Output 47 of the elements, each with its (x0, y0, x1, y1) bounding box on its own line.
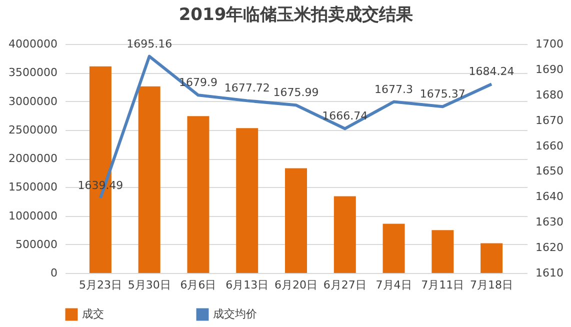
y-tick-label: 1500000 (8, 180, 58, 194)
bar (285, 168, 307, 273)
y2-tick-label: 1680 (536, 88, 564, 102)
y-tick-label: 3500000 (8, 66, 58, 80)
x-tick-label: 5月23日 (78, 278, 122, 292)
data-label: 1684.24 (468, 65, 514, 78)
x-tick-label: 6月27日 (323, 278, 366, 292)
bar (432, 230, 454, 273)
x-tick-label: 7月11日 (421, 278, 464, 292)
y2-tick-label: 1670 (536, 114, 564, 127)
y2-tick-label: 1690 (536, 62, 564, 76)
x-tick-label: 6月20日 (274, 278, 318, 292)
data-label: 1666.74 (322, 110, 368, 123)
data-label: 1675.99 (273, 86, 319, 100)
x-tick-label: 5月30日 (128, 278, 171, 292)
y2-tick-label: 1650 (536, 164, 564, 178)
data-label: 1639.49 (78, 178, 124, 192)
y2-tick-label: 1610 (536, 266, 564, 280)
y2-tick-label: 1660 (536, 139, 564, 152)
bar (382, 224, 405, 273)
y-tick-label: 0 (50, 266, 58, 280)
chart-title: 2019年临储玉米拍卖成交结果 (178, 5, 414, 25)
data-label: 1677.72 (224, 82, 270, 95)
y-tick-label: 500000 (16, 238, 58, 251)
y2-tick-label: 1640 (536, 190, 564, 204)
data-label: 1675.37 (420, 88, 466, 101)
y2-tick-label: 1620 (536, 241, 564, 254)
legend-label: 成交均价 (213, 308, 257, 321)
x-tick-label: 7月4日 (376, 278, 412, 292)
y2-tick-label: 1700 (536, 38, 564, 50)
bar (480, 243, 503, 273)
y-tick-label: 2500000 (8, 123, 58, 136)
x-tick-label: 6月6日 (180, 278, 216, 292)
y2-tick-label: 1630 (536, 216, 564, 229)
y-tick-label: 1000000 (8, 209, 58, 222)
x-tick-label: 7月18日 (470, 278, 514, 292)
x-tick-label: 6月13日 (226, 278, 269, 292)
data-label: 1695.16 (126, 37, 172, 50)
bar (187, 116, 210, 273)
y-tick-label: 3000000 (8, 94, 58, 108)
y-tick-label: 2000000 (8, 152, 58, 165)
bar (334, 196, 356, 273)
bar (138, 86, 160, 273)
y-tick-label: 4000000 (8, 38, 58, 50)
data-label: 1677.3 (374, 82, 414, 96)
bar (236, 128, 258, 273)
legend-label: 成交 (82, 308, 104, 321)
